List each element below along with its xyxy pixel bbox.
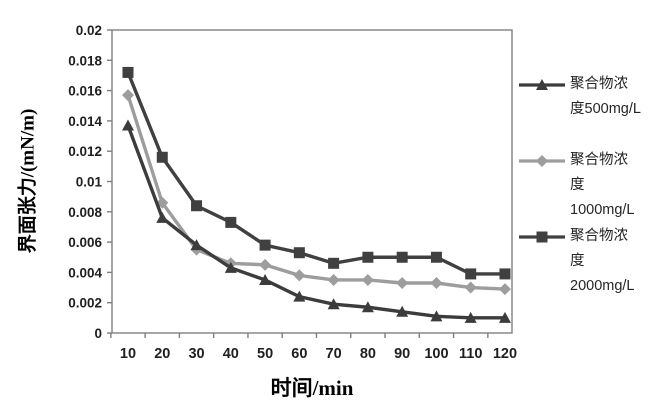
square-marker [259, 239, 271, 251]
legend-label-line: 2000mg/L [570, 278, 635, 294]
triangle-marker [396, 305, 409, 317]
square-marker [396, 251, 408, 263]
x-tick-label: 120 [493, 346, 517, 362]
legend-diamond-marker-icon [519, 155, 565, 167]
square-marker [362, 251, 374, 263]
legend-square-marker-icon [519, 231, 565, 243]
triangle-marker [190, 239, 203, 251]
legend-marker-glyph [536, 155, 548, 167]
legend-triangle-marker-icon [519, 79, 565, 90]
y-tick-label: 0.002 [68, 296, 102, 311]
triangle-marker [464, 311, 477, 323]
x-tick-label: 30 [188, 346, 204, 362]
y-tick-label: 0.018 [68, 53, 102, 68]
x-tick-label: 110 [459, 346, 482, 362]
square-marker [430, 251, 442, 263]
x-tick-label: 70 [326, 346, 342, 362]
square-marker [225, 216, 237, 228]
diamond-marker [327, 273, 340, 286]
legend-label-line: 度 [570, 177, 585, 193]
square-marker [156, 151, 168, 163]
x-tick-label: 90 [394, 346, 410, 362]
legend-label: 聚合物浓度 2000mg/L [570, 224, 635, 299]
legend-item-聚合物浓度2000mg/L: 聚合物浓度 2000mg/L [518, 224, 635, 299]
x-tick-label: 40 [223, 346, 239, 362]
legend-label: 聚合物浓度500mg/L [570, 72, 641, 122]
triangle-marker [430, 310, 443, 322]
triangle-marker [259, 273, 272, 285]
diamond-marker [430, 277, 443, 290]
square-marker [191, 200, 203, 212]
diamond-marker [293, 269, 306, 282]
y-axis-title: 界面张力/(mN/m) [17, 108, 39, 254]
y-tick-label: 0.004 [68, 265, 102, 280]
square-marker [499, 268, 511, 280]
x-tick-label: 80 [360, 346, 376, 362]
diamond-marker [259, 258, 272, 271]
legend-label-line: 聚合物浓 [570, 152, 628, 168]
triangle-marker [361, 301, 374, 313]
legend-label-line: 聚合物浓 [570, 76, 628, 92]
diamond-marker [361, 273, 374, 286]
series-line [126, 124, 505, 320]
diamond-marker [464, 281, 477, 294]
triangle-marker [293, 290, 306, 302]
y-tick-label: 0.02 [76, 23, 102, 38]
y-tick-label: 0.01 [76, 175, 103, 190]
x-tick-label: 60 [291, 346, 307, 362]
legend-label: 聚合物浓度 1000mg/L [570, 148, 635, 223]
triangle-marker [156, 211, 169, 223]
y-tick-label: 0.012 [68, 144, 102, 159]
y-tick-label: 0.008 [68, 205, 102, 220]
series-line [126, 94, 506, 291]
y-tick-label: 0.016 [68, 84, 102, 99]
series-聚合物浓度2000mg/L [122, 66, 511, 280]
legend-label-line: 1000mg/L [570, 202, 635, 218]
legend-marker-glyph [536, 79, 548, 90]
y-tick-label: 0.006 [68, 235, 102, 250]
x-tick-label: 100 [424, 346, 448, 362]
y-tick-label: 0 [94, 326, 102, 341]
series-line [126, 71, 505, 276]
diamond-marker [396, 277, 409, 290]
triangle-marker [122, 119, 134, 131]
plot-border [111, 29, 513, 334]
x-tick-label: 10 [120, 346, 136, 362]
diamond-marker [122, 89, 134, 102]
series-聚合物浓度500mg/L [122, 119, 511, 323]
legend-item-聚合物浓度1000mg/L: 聚合物浓度 1000mg/L [518, 148, 635, 223]
triangle-marker [498, 311, 511, 323]
legend-label-line: 聚合物浓 [570, 228, 628, 244]
y-tick-label: 0.014 [68, 114, 102, 129]
legend-label-line: 度 [570, 253, 585, 269]
triangle-marker [224, 261, 237, 273]
x-axis-title: 时间/min [270, 376, 354, 400]
square-marker [465, 268, 477, 280]
x-tick-label: 20 [154, 346, 170, 362]
x-tick-label: 50 [257, 346, 273, 362]
legend-item-聚合物浓度500mg/L: 聚合物浓度500mg/L [518, 72, 641, 122]
square-marker [122, 66, 134, 78]
legend-marker-glyph [536, 231, 548, 243]
legend-label-line: 度500mg/L [570, 101, 641, 117]
diamond-marker [498, 283, 511, 296]
square-marker [293, 247, 305, 259]
triangle-marker [327, 298, 340, 310]
square-marker [328, 257, 340, 269]
